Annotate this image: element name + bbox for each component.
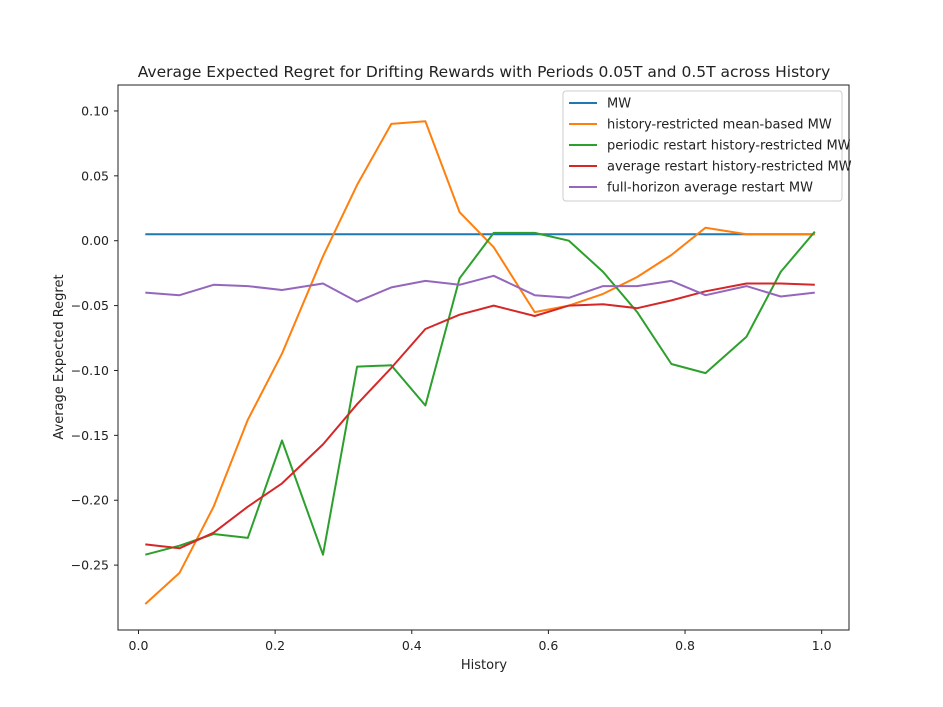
y-tick-label: 0.00 bbox=[81, 233, 109, 248]
x-tick-label: 0.0 bbox=[129, 638, 149, 653]
y-tick-label: −0.20 bbox=[71, 493, 109, 508]
x-axis: 0.0 0.2 0.4 0.6 0.8 1.0 bbox=[129, 630, 832, 653]
y-tick-label: 0.10 bbox=[81, 103, 109, 118]
y-axis: 0.10 0.05 0.00 −0.05 −0.10 −0.15 −0.20 −0.25 bbox=[71, 103, 118, 573]
x-tick-label: 0.4 bbox=[402, 638, 422, 653]
legend-label-average-restart-history-restricted-mw: average restart history-restricted MW bbox=[607, 160, 852, 175]
series-line-full-horizon-average-restart-mw bbox=[145, 274, 815, 303]
series-line-periodic-restart-history-restricted-mw bbox=[145, 230, 816, 556]
legend-frame bbox=[562, 90, 843, 202]
y-axis-label: Average Expected Regret bbox=[52, 274, 67, 439]
y-tick-label: −0.10 bbox=[71, 363, 109, 378]
series-line-history-restricted-mean-based-mw bbox=[144, 120, 815, 605]
x-tick-label: 0.8 bbox=[675, 638, 695, 653]
chart-title: Average Expected Regret for Drifting Rew… bbox=[138, 63, 831, 81]
x-tick-label: 0.6 bbox=[538, 638, 558, 653]
legend-label-mw: MW bbox=[607, 97, 631, 112]
y-tick-label: −0.25 bbox=[71, 558, 109, 573]
legend-label-history-restricted-mean-based-mw: history-restricted mean-based MW bbox=[607, 118, 832, 133]
y-tick-label: −0.15 bbox=[71, 428, 109, 443]
y-tick-label: −0.05 bbox=[71, 298, 109, 313]
x-tick-label: 1.0 bbox=[812, 638, 832, 653]
series-lines bbox=[144, 120, 816, 605]
legend-label-full-horizon-average-restart-mw: full-horizon average restart MW bbox=[607, 181, 813, 196]
x-tick-label: 0.2 bbox=[265, 638, 285, 653]
x-axis-label: History bbox=[461, 658, 508, 673]
legend: MW history-restricted mean-based MW period… bbox=[562, 90, 852, 202]
y-tick-label: 0.05 bbox=[81, 168, 109, 183]
legend-label-periodic-restart-history-restricted-mw: periodic restart history-restricted MW bbox=[607, 139, 851, 154]
